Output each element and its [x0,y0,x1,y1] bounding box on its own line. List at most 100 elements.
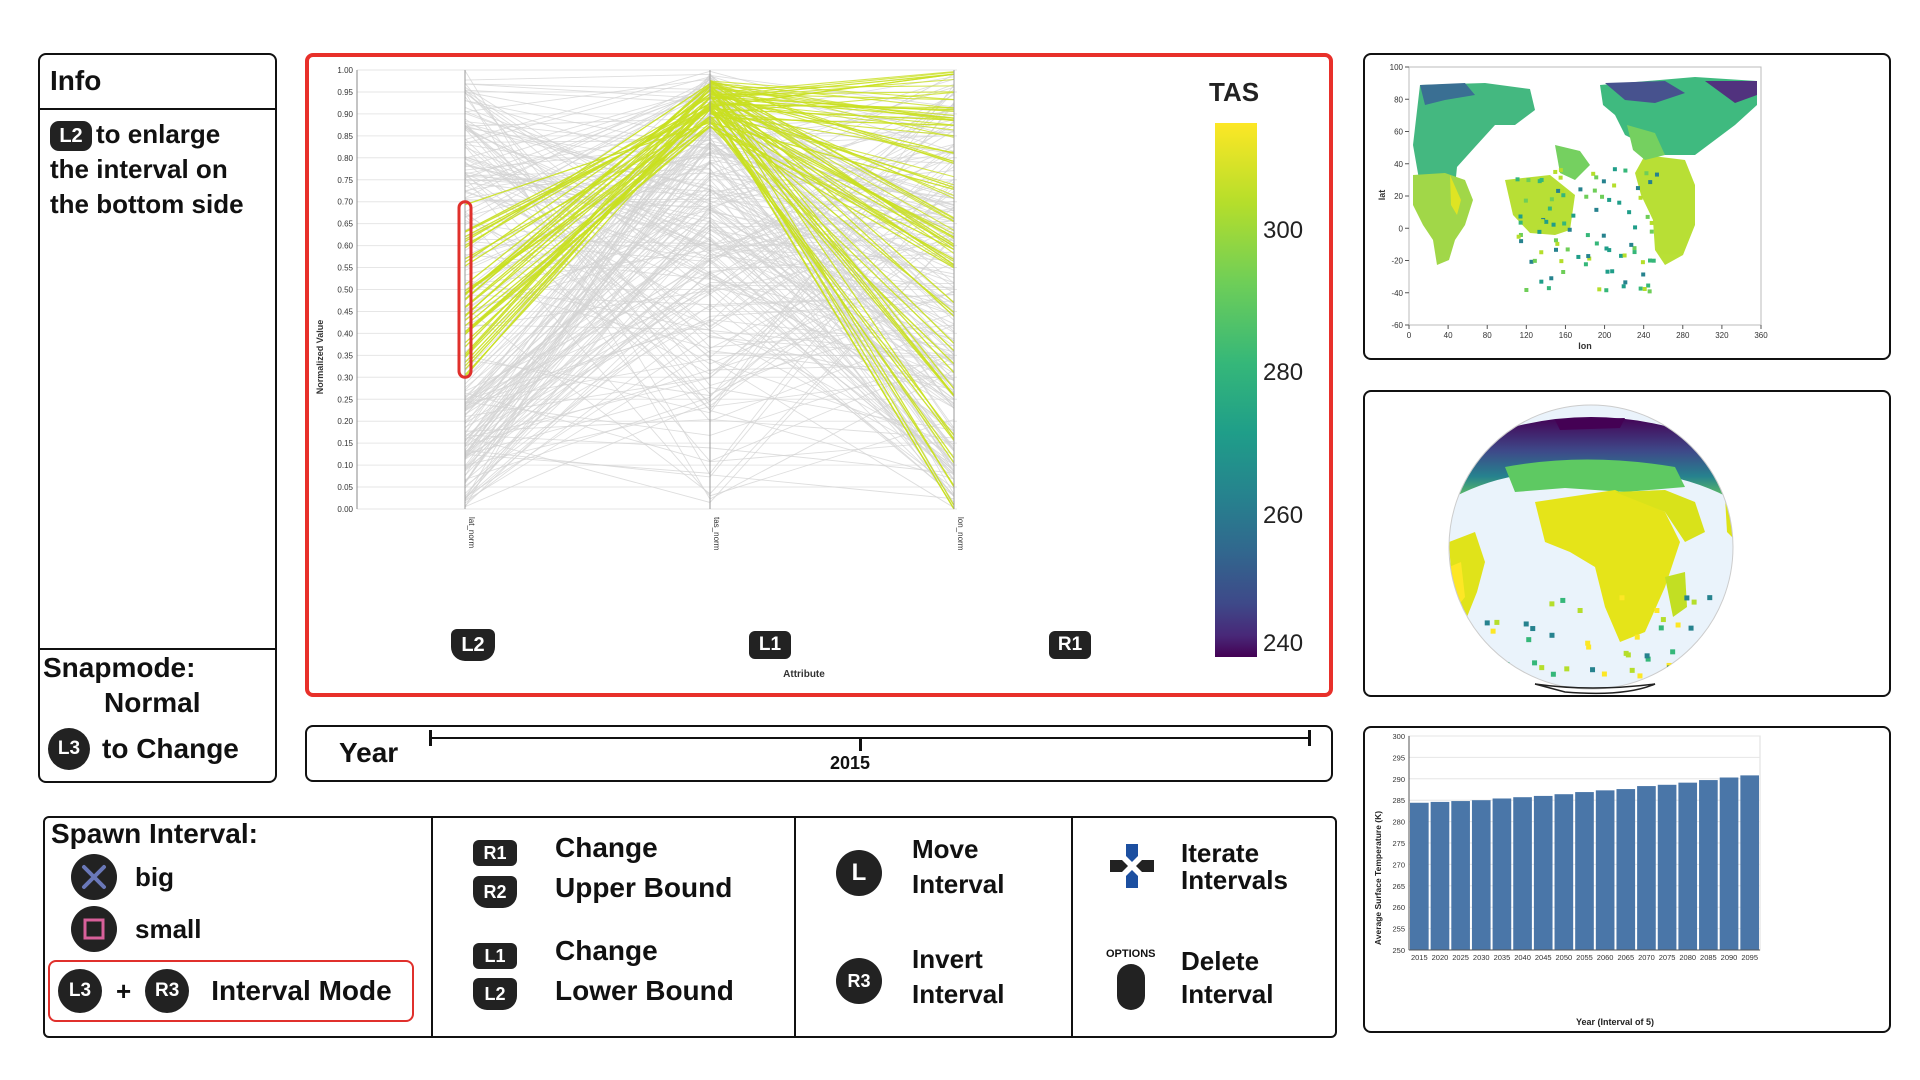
globe-dot [1484,620,1490,626]
axis-button-l1[interactable]: L1 [749,631,791,659]
parallel-coordinates-panel[interactable]: 1.00 0.95 0.90 0.85 0.80 0.75 0.70 0.65 0.60 0.55… [305,53,1333,697]
globe-dot [1666,662,1672,668]
globe-dot [1658,625,1664,631]
map-y-tick-label: -60 [1391,321,1403,330]
map-panel[interactable]: 0 40 80 120 160 200 240 280 320 360 100 80 60 40 20 0 -2… [1363,53,1891,360]
info-title: Info [50,65,102,96]
year-slider-handle[interactable] [859,737,862,751]
selected-interval-box[interactable] [457,200,473,379]
map-dot [1632,246,1637,251]
bar-x-tick-label: 2070 [1638,953,1655,962]
upper-bound-line-1: Change [555,832,658,863]
colorbar-tick: 280 [1263,359,1303,386]
map-y-tick-label: -20 [1391,257,1403,266]
highlighted-polyline [709,88,955,199]
y-tick-label: 0.25 [337,395,353,404]
map-dot [1584,194,1589,199]
map-dot [1607,197,1612,202]
map-dot [1560,188,1565,193]
map-x-label: lon [1578,341,1592,351]
bar-y-tick-label: 295 [1392,753,1405,762]
globe-dot [1560,597,1566,603]
map-dot [1644,171,1649,176]
map-dot [1526,178,1531,183]
map-dot [1539,279,1544,284]
y-tick-label: 0.90 [337,110,353,119]
world-scatter-map[interactable]: 0 40 80 120 160 200 240 280 320 360100806040200-2… [1365,55,1889,358]
highlighted-polyline [709,80,955,220]
bar [1657,784,1677,950]
globe-dot [1539,665,1545,671]
map-dot [1621,284,1626,289]
parallel-coordinates-chart[interactable]: 1.00 0.95 0.90 0.85 0.80 0.75 0.70 0.65 0.60 0.55… [309,57,1329,693]
map-dot [1547,206,1552,211]
map-dot [1554,247,1559,252]
map-dot [1519,239,1524,244]
bar [1637,786,1656,950]
spawn-big-row[interactable]: big [71,854,174,900]
bar [1699,780,1718,950]
bar-x-tick-label: 2035 [1494,953,1511,962]
globe-dot [1526,637,1532,643]
highlighted-polyline [709,112,955,235]
map-dot [1561,270,1566,275]
highlighted-polyline [709,112,955,153]
map-dot [1629,242,1634,247]
interval-mode-box[interactable]: L3 + R3 Interval Mode [48,960,414,1022]
snapmode-change[interactable]: L3 to Change [48,728,239,770]
map-dot [1558,168,1563,173]
map-dot [1641,272,1646,277]
bar-y-tick-label: 265 [1392,882,1405,891]
globe-dot [1585,640,1591,646]
r3-button-icon: R3 [836,958,882,1004]
bar-x-title: Year (Interval of 5) [1576,1017,1654,1027]
map-dot [1586,254,1591,259]
globe-panel[interactable] [1363,390,1891,697]
map-dot [1544,219,1549,224]
bar-y-tick-label: 260 [1392,903,1405,912]
globe-dot [1590,667,1596,673]
map-x-tick-label: 0 [1407,331,1412,340]
y-tick-label: 0.60 [337,242,353,251]
slider-end-right [1308,730,1311,746]
globe-view[interactable] [1365,392,1889,695]
bar-chart-panel[interactable]: 300 295 290 285 280 275 270 265 260 255 250 2015 202… [1363,726,1891,1033]
year-slider-panel[interactable]: Year 2015 [305,725,1333,782]
map-dot [1587,256,1592,261]
invert-line-1: Invert [912,944,983,974]
map-dot [1518,214,1523,219]
y-tick-label: 0.00 [337,505,353,514]
bar-y-tick-label: 290 [1392,775,1405,784]
bar [1554,794,1574,950]
change-text: to Change [102,733,239,764]
map-dot [1600,194,1605,199]
y-tick-label: 0.30 [337,373,353,382]
axis-button-r1[interactable]: R1 [1049,631,1091,659]
l3-button-icon: L3 [58,969,102,1013]
spawn-small-row[interactable]: small [71,906,202,952]
map-y-tick-label: 100 [1390,63,1404,72]
map-y-label: lat [1377,190,1387,201]
y-tick-label: 0.35 [337,351,353,360]
bar-x-tick-label: 2030 [1473,953,1490,962]
bar-x-tick-label: 2050 [1556,953,1573,962]
map-x-tick-label: 120 [1520,331,1534,340]
highlighted-polyline [709,87,955,122]
temperature-bar-chart[interactable]: 300 295 290 285 280 275 270 265 260 255 250 2015 202… [1365,728,1889,1031]
axis-button-l2[interactable]: L2 [451,629,495,661]
bar-y-tick-label: 250 [1392,946,1405,955]
bar-y-title: Average Surface Temperature (K) [1373,811,1383,945]
info-hint: L2 to enlarge the interval on the bottom … [50,117,272,222]
globe-dot [1577,607,1583,613]
map-dot [1553,169,1558,174]
map-dot [1612,167,1617,172]
y-tick-label: 0.65 [337,220,353,229]
l2-button-icon: L2 [50,121,92,152]
globe-dot [1645,656,1651,662]
globe-dot [1644,653,1650,659]
year-slider-track[interactable] [430,737,1310,739]
hint-line-1: to enlarge [96,119,221,149]
globe-dot [1654,608,1660,614]
delete-line-2: Interval [1181,979,1274,1009]
globe-dot [1670,649,1676,655]
